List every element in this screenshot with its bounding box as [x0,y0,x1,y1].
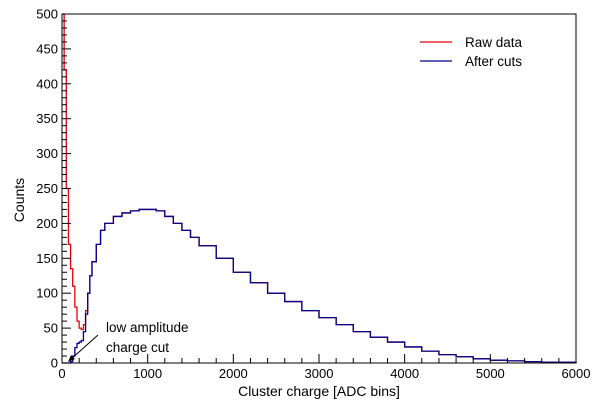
legend: Raw data After cuts [420,35,523,69]
y-tick-label: 500 [36,7,58,22]
x-axis-ticks: 0 1000 2000 3000 4000 5000 6000 [58,354,590,381]
plot-series [62,13,577,364]
x-tick-label: 4000 [390,366,419,381]
y-tick-label: 450 [36,41,58,56]
series-after-cuts [62,208,577,364]
x-tick-label: 3000 [305,366,334,381]
y-tick-label: 0 [51,356,58,371]
legend-after-label: After cuts [465,54,522,69]
x-tick-label: 0 [58,366,65,381]
y-tick-label: 200 [36,216,58,231]
y-tick-label: 100 [36,286,58,301]
x-tick-label: 1000 [133,366,162,381]
y-tick-label: 50 [44,321,58,336]
y-axis-ticks: 0 50 100 150 200 250 300 350 400 450 500 [36,7,71,371]
annotation-line-1: low amplitude [106,320,189,335]
y-tick-label: 250 [36,181,58,196]
y-axis-title: Counts [11,178,27,222]
y-tick-label: 300 [36,146,58,161]
legend-raw-label: Raw data [465,35,523,50]
annotation: low amplitude charge cut [68,320,189,362]
x-axis-title: Cluster charge [ADC bins] [238,383,400,399]
x-tick-label: 6000 [562,366,591,381]
y-tick-label: 400 [36,76,58,91]
annotation-line-2: charge cut [106,340,169,355]
annotation-arrow-line [69,334,99,361]
x-tick-label: 5000 [476,366,505,381]
y-tick-label: 150 [36,251,58,266]
annotation-arrow-head [68,355,75,362]
x-tick-label: 2000 [219,366,248,381]
y-tick-label: 350 [36,111,58,126]
